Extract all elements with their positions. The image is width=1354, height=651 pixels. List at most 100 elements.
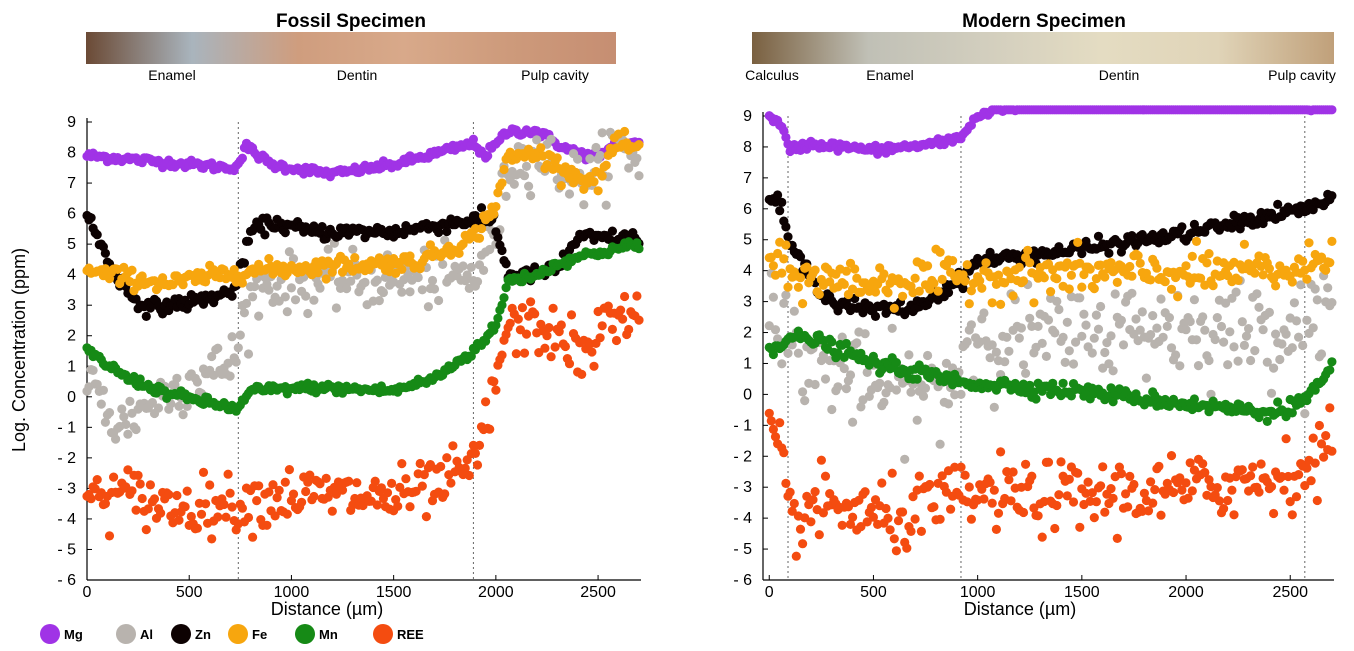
data-point-fe [491, 202, 501, 212]
data-point-ree [393, 501, 403, 511]
data-point-ree [877, 478, 887, 488]
data-point-al [1146, 330, 1156, 340]
series-mn [764, 326, 1337, 426]
legend-item-fe: Fe [228, 624, 267, 644]
data-point-ree [564, 359, 575, 369]
data-point-al [1000, 357, 1010, 367]
y-tick-label: 1 [743, 355, 752, 372]
data-point-al [1277, 339, 1287, 349]
data-point-al [290, 295, 301, 305]
axes: 9 8 7 6 5 4 3 2 1 0 - 1 - 2 - 3 - 4 - 5 - 6 0 500 1000 1500… [733, 108, 1334, 601]
data-point-mg [468, 134, 478, 144]
data-point-ree [820, 471, 831, 481]
data-point-ree [1064, 474, 1074, 484]
data-point-ree [956, 462, 966, 472]
data-point-al [284, 247, 294, 257]
data-point-fe [1204, 249, 1214, 259]
data-point-al [1166, 343, 1177, 353]
x-tick-label: 1000 [960, 584, 996, 601]
data-point-fe [1271, 281, 1281, 291]
data-point-ree [883, 513, 893, 523]
data-point-ree [1229, 510, 1239, 520]
data-point-al [862, 367, 872, 377]
data-point-al [309, 295, 319, 305]
data-point-ree [1219, 504, 1229, 514]
data-point-ree [1237, 465, 1247, 475]
data-point-al [1100, 347, 1110, 358]
data-point-al [634, 171, 644, 181]
data-point-fe [1173, 292, 1183, 302]
data-point-ree [517, 303, 528, 313]
data-point-ree [511, 349, 521, 359]
data-point-ree [501, 329, 511, 340]
data-point-al [458, 261, 468, 271]
legend: Mg Al Zn Fe Mn REE [40, 624, 424, 644]
data-point-al [429, 284, 440, 294]
data-point-ree [1287, 510, 1297, 520]
data-point-fe [1325, 258, 1335, 268]
data-point-fe [489, 209, 499, 219]
data-point-al [1296, 280, 1306, 290]
data-point-fe [798, 299, 808, 309]
data-point-ree [1006, 496, 1016, 506]
data-point-fe [1298, 256, 1308, 266]
data-point-ree [303, 477, 313, 487]
data-point-fe [802, 262, 812, 272]
data-point-ree [929, 502, 939, 512]
data-point-ree [1175, 473, 1185, 483]
data-point-ree [1198, 459, 1208, 469]
data-point-al [1198, 312, 1208, 322]
data-point-fe [620, 126, 630, 137]
data-point-al [286, 283, 296, 293]
data-point-ree [133, 470, 143, 480]
data-point-ree [198, 467, 209, 477]
data-point-al [1152, 323, 1162, 333]
data-point-al [1275, 354, 1285, 365]
data-point-ree [1285, 497, 1295, 507]
data-point-al [1323, 283, 1333, 293]
data-point-ree [526, 297, 536, 307]
data-point-fe [1264, 264, 1274, 274]
y-tick-label: 5 [743, 232, 752, 249]
data-point-fe [977, 283, 987, 293]
data-point-ree [489, 377, 499, 387]
data-point-ree [1185, 458, 1195, 468]
data-point-ree [1121, 489, 1131, 499]
data-point-ree [1306, 476, 1316, 486]
data-point-ree [916, 526, 927, 537]
data-point-fe [889, 303, 899, 313]
data-point-ree [1062, 491, 1072, 501]
data-point-mn [1025, 380, 1035, 390]
data-point-al [891, 385, 902, 395]
data-point-al [1175, 361, 1185, 371]
data-point-al [1266, 388, 1277, 398]
data-point-fe [841, 266, 852, 276]
data-point-fe [597, 171, 607, 181]
data-point-fe [264, 254, 274, 264]
region-label-dentin: Dentin [337, 67, 377, 83]
data-point-fe [397, 264, 407, 274]
data-point-ree [1075, 522, 1085, 532]
data-point-zn [607, 226, 618, 236]
data-point-ree [785, 487, 795, 497]
data-point-ree [1246, 471, 1256, 481]
data-point-ree [577, 369, 587, 379]
data-point-fe [964, 299, 974, 309]
data-point-ree [135, 479, 145, 489]
data-point-al [1108, 366, 1118, 376]
data-point-ree [791, 551, 801, 561]
data-point-ree [397, 459, 407, 469]
data-point-ree [309, 491, 319, 502]
data-point-fe [1196, 273, 1206, 283]
data-point-fe [1018, 276, 1029, 286]
data-point-fe [1073, 237, 1083, 247]
data-point-zn [280, 228, 290, 238]
data-point-ree [1096, 481, 1106, 491]
data-point-al [223, 358, 233, 368]
data-point-ree [587, 347, 597, 357]
data-point-al [121, 419, 131, 429]
data-point-ree [1223, 495, 1233, 506]
data-point-ree [1183, 493, 1193, 503]
data-point-ree [607, 324, 618, 334]
